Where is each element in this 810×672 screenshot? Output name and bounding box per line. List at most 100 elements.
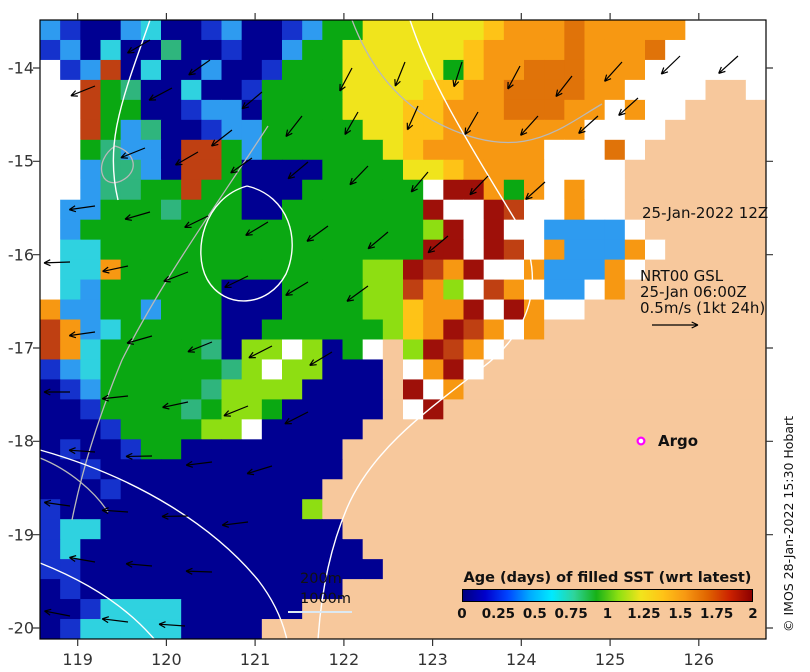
sst-age-cell: [40, 319, 61, 340]
sst-age-cell: [463, 20, 485, 41]
sst-age-cell: [685, 459, 706, 480]
sst-age-cell: [322, 359, 343, 380]
sst-age-cell: [725, 339, 747, 360]
y-tick-label: -20: [7, 618, 34, 638]
sst-age-cell: [382, 419, 404, 440]
sst-age-cell: [80, 499, 101, 520]
sst-age-cell: [60, 239, 81, 261]
sst-age-cell: [604, 319, 626, 340]
sst-age-cell: [624, 259, 646, 281]
sst-age-cell: [665, 499, 686, 520]
sst-age-cell: [483, 59, 505, 81]
sst-age-cell: [261, 139, 283, 161]
sst-age-cell: [624, 219, 646, 241]
sst-age-cell: [503, 479, 525, 500]
sst-age-cell: [261, 279, 283, 301]
sst-age-cell: [403, 279, 424, 301]
sst-age-cell: [221, 179, 243, 201]
sst-age-cell: [745, 259, 767, 281]
sst-age-cell: [705, 239, 727, 261]
sst-age-cell: [40, 199, 61, 221]
sst-age-cell: [161, 20, 182, 41]
colorbar-tick-label: 0: [457, 606, 467, 622]
sst-age-cell: [665, 299, 686, 321]
sst-age-cell: [241, 159, 263, 181]
sst-age-cell: [100, 39, 122, 61]
sst-age-cell: [423, 319, 444, 340]
sst-age-cell: [60, 279, 81, 301]
sst-age-cell: [483, 419, 505, 440]
sst-age-cell: [645, 459, 666, 480]
sst-age-cell: [624, 479, 646, 500]
sst-age-cell: [342, 379, 364, 400]
sst-age-cell: [161, 519, 182, 540]
sst-age-cell: [544, 599, 565, 620]
sst-age-cell: [645, 179, 666, 201]
sst-age-cell: [362, 219, 384, 241]
sst-age-cell: [544, 419, 565, 440]
sst-age-cell: [261, 20, 283, 41]
current-vector-arrow: [221, 520, 249, 528]
sst-age-cell: [140, 179, 162, 201]
sst-age-cell: [624, 299, 646, 321]
sst-age-cell: [624, 599, 646, 620]
sst-age-cell: [261, 519, 283, 540]
sst-age-cell: [705, 59, 727, 81]
sst-age-cell: [181, 319, 202, 340]
sst-age-cell: [423, 139, 444, 161]
sst-age-cell: [503, 279, 525, 301]
sst-age-cell: [362, 619, 384, 640]
sst-age-cell: [322, 159, 343, 181]
sst-age-cell: [745, 619, 767, 640]
sst-age-cell: [302, 599, 323, 620]
sst-age-cell: [403, 319, 424, 340]
sst-age-cell: [261, 239, 283, 261]
sst-age-cell: [725, 559, 747, 580]
sst-age-cell: [564, 59, 585, 81]
sst-age-cell: [443, 599, 464, 620]
sst-age-cell: [705, 399, 727, 420]
sst-age-cell: [302, 379, 323, 400]
sst-age-cell: [483, 199, 505, 221]
sst-age-cell: [140, 459, 162, 480]
sst-age-cell: [503, 319, 525, 340]
sst-age-cell: [342, 619, 364, 640]
sst-age-cell: [201, 239, 222, 261]
sst-age-cell: [443, 219, 464, 241]
sst-age-cell: [282, 119, 303, 141]
sst-age-cell: [403, 619, 424, 640]
sst-age-cell: [665, 79, 686, 101]
sst-age-cell: [584, 79, 606, 101]
sst-age-cell: [524, 59, 545, 81]
sst-age-cell: [40, 219, 61, 241]
sst-age-cell: [362, 39, 384, 61]
sst-age-cell: [362, 239, 384, 261]
sst-age-cell: [140, 319, 162, 340]
sst-age-cell: [604, 179, 626, 201]
sst-age-cell: [120, 79, 142, 101]
sst-age-cell: [423, 179, 444, 201]
sst-age-cell: [645, 399, 666, 420]
sst-age-cell: [463, 599, 485, 620]
sst-age-cell: [382, 219, 404, 241]
current-scale-label: 0.5m/s (1kt 24h): [640, 299, 766, 317]
sst-age-cell: [584, 299, 606, 321]
sst-age-cell: [100, 499, 122, 520]
sst-age-cell: [120, 219, 142, 241]
sst-age-cell: [524, 239, 545, 261]
sst-age-cell: [201, 619, 222, 640]
sst-age-cell: [403, 519, 424, 540]
sst-age-cell: [685, 619, 706, 640]
sst-age-cell: [100, 419, 122, 440]
sst-age-cell: [161, 279, 182, 301]
sst-age-cell: [624, 519, 646, 540]
sst-age-cell: [443, 399, 464, 420]
sst-age-cell: [241, 539, 263, 560]
sst-age-cell: [80, 439, 101, 460]
sst-age-cell: [403, 259, 424, 281]
isobath-contour-200m: [351, 19, 603, 144]
sst-age-cell: [645, 479, 666, 500]
sst-age-cell: [524, 279, 545, 301]
sst-age-cell: [80, 579, 101, 600]
sst-age-cell: [221, 599, 243, 620]
